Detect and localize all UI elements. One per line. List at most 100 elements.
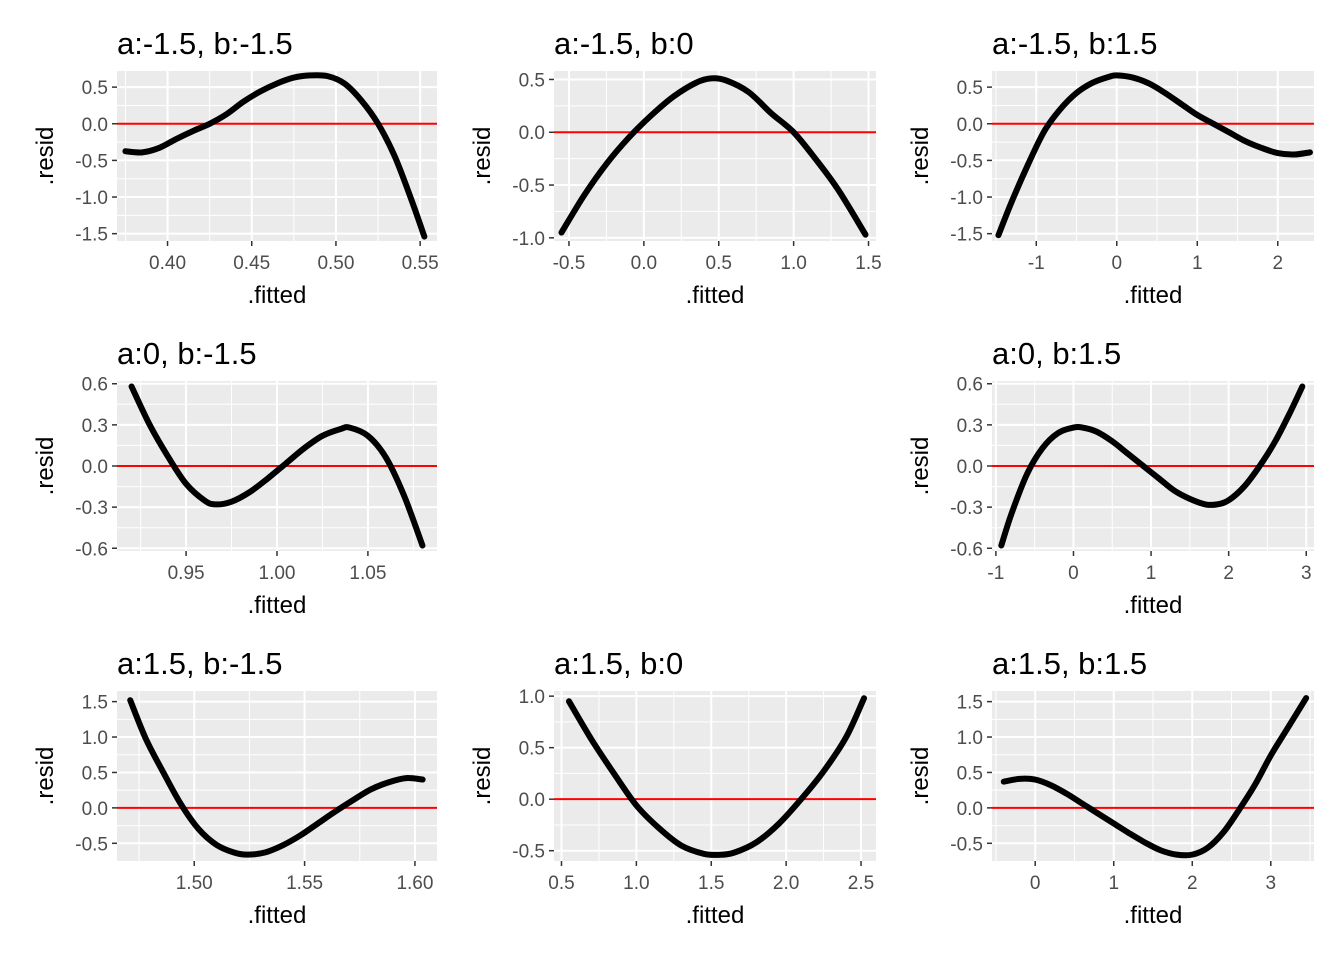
y-tick-label: 0.0 [82, 799, 108, 820]
y-axis-title: .resid [907, 747, 934, 806]
panel-background [554, 71, 876, 241]
x-tick-label: 2 [1272, 253, 1283, 274]
x-tick-label: 2 [1223, 563, 1234, 584]
y-tick-label: -1.5 [950, 225, 983, 246]
y-axis-title: .resid [32, 747, 59, 806]
y-tick-label: -1.0 [75, 188, 108, 209]
y-tick-label: -0.5 [75, 834, 108, 855]
x-tick-label: -1 [1028, 253, 1045, 274]
residual-curve [558, 75, 869, 238]
y-tick-label: 1.5 [957, 693, 983, 714]
residual-curve [995, 72, 1313, 239]
x-tick-label: 1.0 [623, 873, 649, 894]
y-tick-label: 0.5 [519, 739, 545, 760]
x-tick-label: -0.5 [553, 253, 586, 274]
x-tick-label: 1.00 [259, 563, 296, 584]
panel-background [117, 71, 437, 241]
x-tick-label: 1.50 [176, 873, 213, 894]
panel-background [554, 691, 876, 861]
x-tick-label: -1 [987, 563, 1004, 584]
y-axis-title: .resid [32, 127, 59, 186]
facet-panel: -1 0 1 2 0.5 0.0 -0.5 -1.0 -1.5 a:-1.5, b:1.5 .fit… [907, 26, 1314, 309]
x-tick-label: 2 [1187, 873, 1198, 894]
y-tick-label: -0.6 [950, 539, 983, 560]
x-tick-label: 1.0 [780, 253, 806, 274]
residual-curve [122, 72, 428, 240]
y-tick-label: -1.0 [950, 188, 983, 209]
panel-title: a:-1.5, b:0 [554, 26, 694, 61]
x-tick-label: 0.95 [168, 563, 205, 584]
x-tick-label: 2.0 [773, 873, 799, 894]
y-tick-label: 1.0 [957, 728, 983, 749]
x-tick-label: 1 [1146, 563, 1157, 584]
panel-title: a:1.5, b:1.5 [992, 646, 1147, 681]
x-tick-label: 0.40 [149, 253, 186, 274]
y-tick-label: -0.5 [512, 842, 545, 863]
residual-curve [127, 697, 426, 858]
panel-title: a:0, b:1.5 [992, 336, 1121, 371]
x-axis-title: .fitted [1124, 592, 1183, 619]
y-tick-label: 0.5 [957, 763, 983, 784]
facet-panel: 0.5 1.0 1.5 2.0 2.5 1.0 0.5 0.0 -0.5 a:1.5, b:0 .f… [469, 646, 876, 929]
x-tick-label: 1.55 [286, 873, 323, 894]
y-axis-title: .resid [907, 437, 934, 496]
x-tick-label: 3 [1266, 873, 1277, 894]
y-axis-title: .resid [469, 127, 496, 186]
y-tick-label: -0.5 [75, 151, 108, 172]
x-tick-label: 0 [1068, 563, 1079, 584]
y-tick-label: 0.6 [82, 375, 108, 396]
y-tick-label: 0.0 [82, 457, 108, 478]
x-tick-label: 2.5 [848, 873, 874, 894]
y-tick-label: -0.5 [950, 151, 983, 172]
x-tick-label: 1 [1108, 873, 1119, 894]
y-tick-label: -1.5 [75, 225, 108, 246]
y-tick-label: 0.3 [82, 416, 108, 437]
y-tick-label: 0.5 [519, 70, 545, 91]
residual-curve [128, 383, 426, 549]
panel-title: a:-1.5, b:1.5 [992, 26, 1157, 61]
facet-panel: 1.50 1.55 1.60 1.5 1.0 0.5 0.0 -0.5 a:1.5, b:-1.… [32, 646, 437, 929]
y-tick-label: 0.6 [957, 375, 983, 396]
y-tick-label: -1.0 [512, 229, 545, 250]
facet-panel: -1 0 1 2 3 0.6 0.3 0.0 -0.3 -0.6 a:0, b:1.5 .fitted… [907, 336, 1314, 619]
y-tick-label: 0.0 [82, 115, 108, 136]
facet-panel: 0.40 0.45 0.50 0.55 0.5 0.0 -0.5 -1.0 -1.5 a:-1.5… [32, 26, 439, 309]
x-axis-title: .fitted [1124, 902, 1183, 929]
x-tick-label: 0.45 [233, 253, 270, 274]
x-tick-label: 0.5 [706, 253, 732, 274]
y-tick-label: 1.5 [82, 693, 108, 714]
x-axis-title: .fitted [248, 282, 307, 309]
facet-panel: 0.95 1.00 1.05 0.6 0.3 0.0 -0.3 -0.6 a:0, b:-1.5… [32, 336, 437, 619]
y-tick-label: 0.0 [957, 799, 983, 820]
x-axis-title: .fitted [686, 282, 745, 309]
x-axis-title: .fitted [248, 592, 307, 619]
x-tick-label: 0 [1030, 873, 1041, 894]
y-tick-label: 0.5 [82, 763, 108, 784]
x-tick-label: 1.5 [698, 873, 724, 894]
y-axis-title: .resid [469, 747, 496, 806]
y-tick-label: 1.0 [519, 687, 545, 708]
y-tick-label: 0.5 [82, 78, 108, 99]
y-tick-label: 0.0 [957, 457, 983, 478]
y-tick-label: -0.5 [512, 176, 545, 197]
x-tick-label: 0.5 [548, 873, 574, 894]
y-tick-label: -0.3 [950, 498, 983, 519]
x-tick-label: 0.0 [631, 253, 657, 274]
y-tick-label: -0.5 [950, 834, 983, 855]
y-tick-label: -0.3 [75, 498, 108, 519]
residual-curve [565, 695, 868, 858]
facet-panel: 0 1 2 3 1.5 1.0 0.5 0.0 -0.5 a:1.5, b:1.5 .fitted.… [907, 646, 1314, 929]
y-tick-label: -0.6 [75, 539, 108, 560]
residual-curve [1000, 695, 1310, 859]
x-tick-label: 0.50 [317, 253, 354, 274]
y-tick-label: 0.3 [957, 416, 983, 437]
x-tick-label: 0 [1111, 253, 1122, 274]
y-axis-title: .resid [907, 127, 934, 186]
y-tick-label: 0.0 [519, 123, 545, 144]
y-tick-label: 0.0 [957, 115, 983, 136]
panel-title: a:1.5, b:-1.5 [117, 646, 282, 681]
x-tick-label: 1.5 [855, 253, 881, 274]
x-axis-title: .fitted [686, 902, 745, 929]
panel-title: a:0, b:-1.5 [117, 336, 257, 371]
